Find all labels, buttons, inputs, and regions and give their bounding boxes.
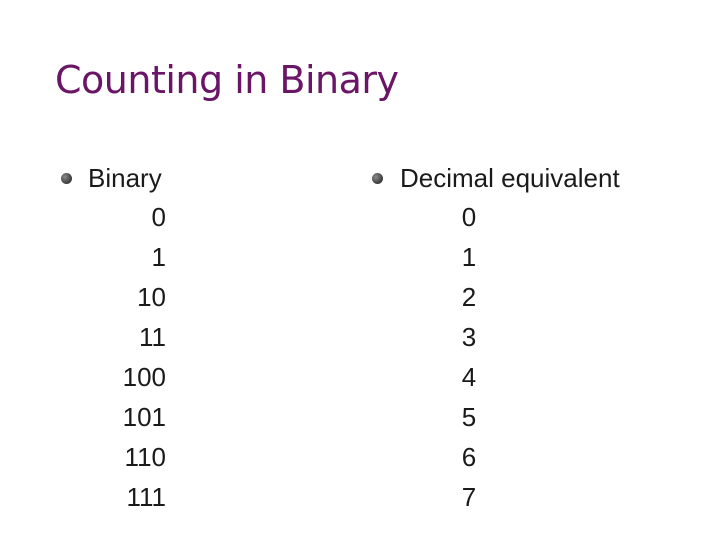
binary-value-list: 0 1 10 11 100 101 110 111: [100, 197, 166, 517]
binary-value: 10: [137, 282, 166, 312]
slide-title: Counting in Binary: [55, 58, 399, 102]
binary-value: 110: [124, 442, 166, 472]
binary-value: 0: [151, 202, 166, 232]
decimal-value-list: 0 1 2 3 4 5 6 7: [455, 197, 483, 517]
binary-value: 111: [126, 482, 166, 512]
binary-value: 101: [122, 402, 166, 432]
binary-value: 100: [122, 362, 166, 392]
decimal-value: 4: [461, 362, 477, 392]
decimal-value: 6: [461, 442, 477, 472]
decimal-value: 2: [461, 282, 477, 312]
decimal-heading: Decimal equivalent: [400, 163, 620, 193]
decimal-value: 1: [461, 242, 477, 272]
binary-value: 1: [151, 242, 166, 272]
decimal-value: 5: [461, 402, 477, 432]
decimal-value: 0: [461, 202, 477, 232]
bullet-icon-decimal: [372, 173, 383, 184]
binary-value: 11: [139, 322, 166, 352]
decimal-value: 7: [461, 482, 477, 512]
binary-heading: Binary: [88, 163, 162, 193]
decimal-value: 3: [461, 322, 477, 352]
bullet-icon-binary: [61, 173, 72, 184]
